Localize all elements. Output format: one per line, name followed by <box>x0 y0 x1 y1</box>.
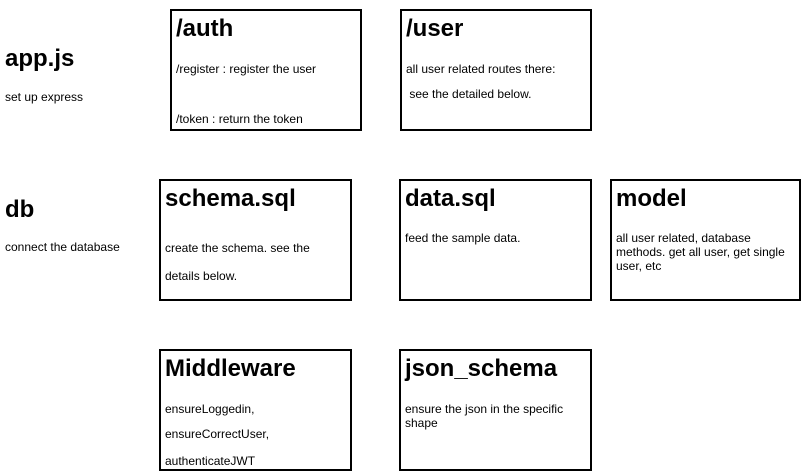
schema-sql-box[interactable]: schema.sql create the schema. see the de… <box>159 179 352 301</box>
data-sql-line1: feed the sample data. <box>405 231 521 245</box>
data-sql-title: data.sql <box>405 185 496 212</box>
middleware-line1: ensureLoggedin, <box>165 402 255 416</box>
model-description: all user related, database methods. get … <box>616 231 785 273</box>
db-title: db <box>5 196 35 223</box>
auth-box[interactable]: /auth /register : register the user /tok… <box>170 9 362 131</box>
app-js-title: app.js <box>5 45 75 72</box>
user-routes-text: all user related routes there: <box>406 62 556 76</box>
schema-sql-title: schema.sql <box>165 185 296 212</box>
json-schema-box[interactable]: json_schema ensure the json in the speci… <box>399 349 592 471</box>
user-box-title: /user <box>406 15 464 42</box>
user-details-text: see the detailed below. <box>406 87 532 101</box>
app-js-description: set up express <box>5 90 84 104</box>
app-js-label: app.js set up express <box>5 45 83 104</box>
auth-register-route: /register : register the user <box>176 62 317 76</box>
model-title: model <box>616 185 687 212</box>
json-schema-description: ensure the json in the specific shape <box>405 402 564 430</box>
user-box[interactable]: /user all user related routes there: see… <box>400 9 592 131</box>
auth-box-title: /auth <box>176 15 234 42</box>
middleware-line2: ensureCorrectUser, <box>165 427 270 441</box>
middleware-line3: authenticateJWT <box>165 454 256 468</box>
auth-token-route: /token : return the token <box>176 112 303 126</box>
data-sql-box[interactable]: data.sql feed the sample data. <box>399 179 592 301</box>
middleware-title: Middleware <box>165 355 296 382</box>
model-box[interactable]: model all user related, database methods… <box>610 179 801 301</box>
db-label: db connect the database <box>5 196 120 254</box>
schema-sql-line1: create the schema. see the <box>165 241 310 255</box>
db-description: connect the database <box>5 240 120 254</box>
middleware-box[interactable]: Middleware ensureLoggedin, ensureCorrect… <box>159 349 352 471</box>
schema-sql-line2: details below. <box>165 269 238 283</box>
json-schema-title: json_schema <box>405 355 558 382</box>
